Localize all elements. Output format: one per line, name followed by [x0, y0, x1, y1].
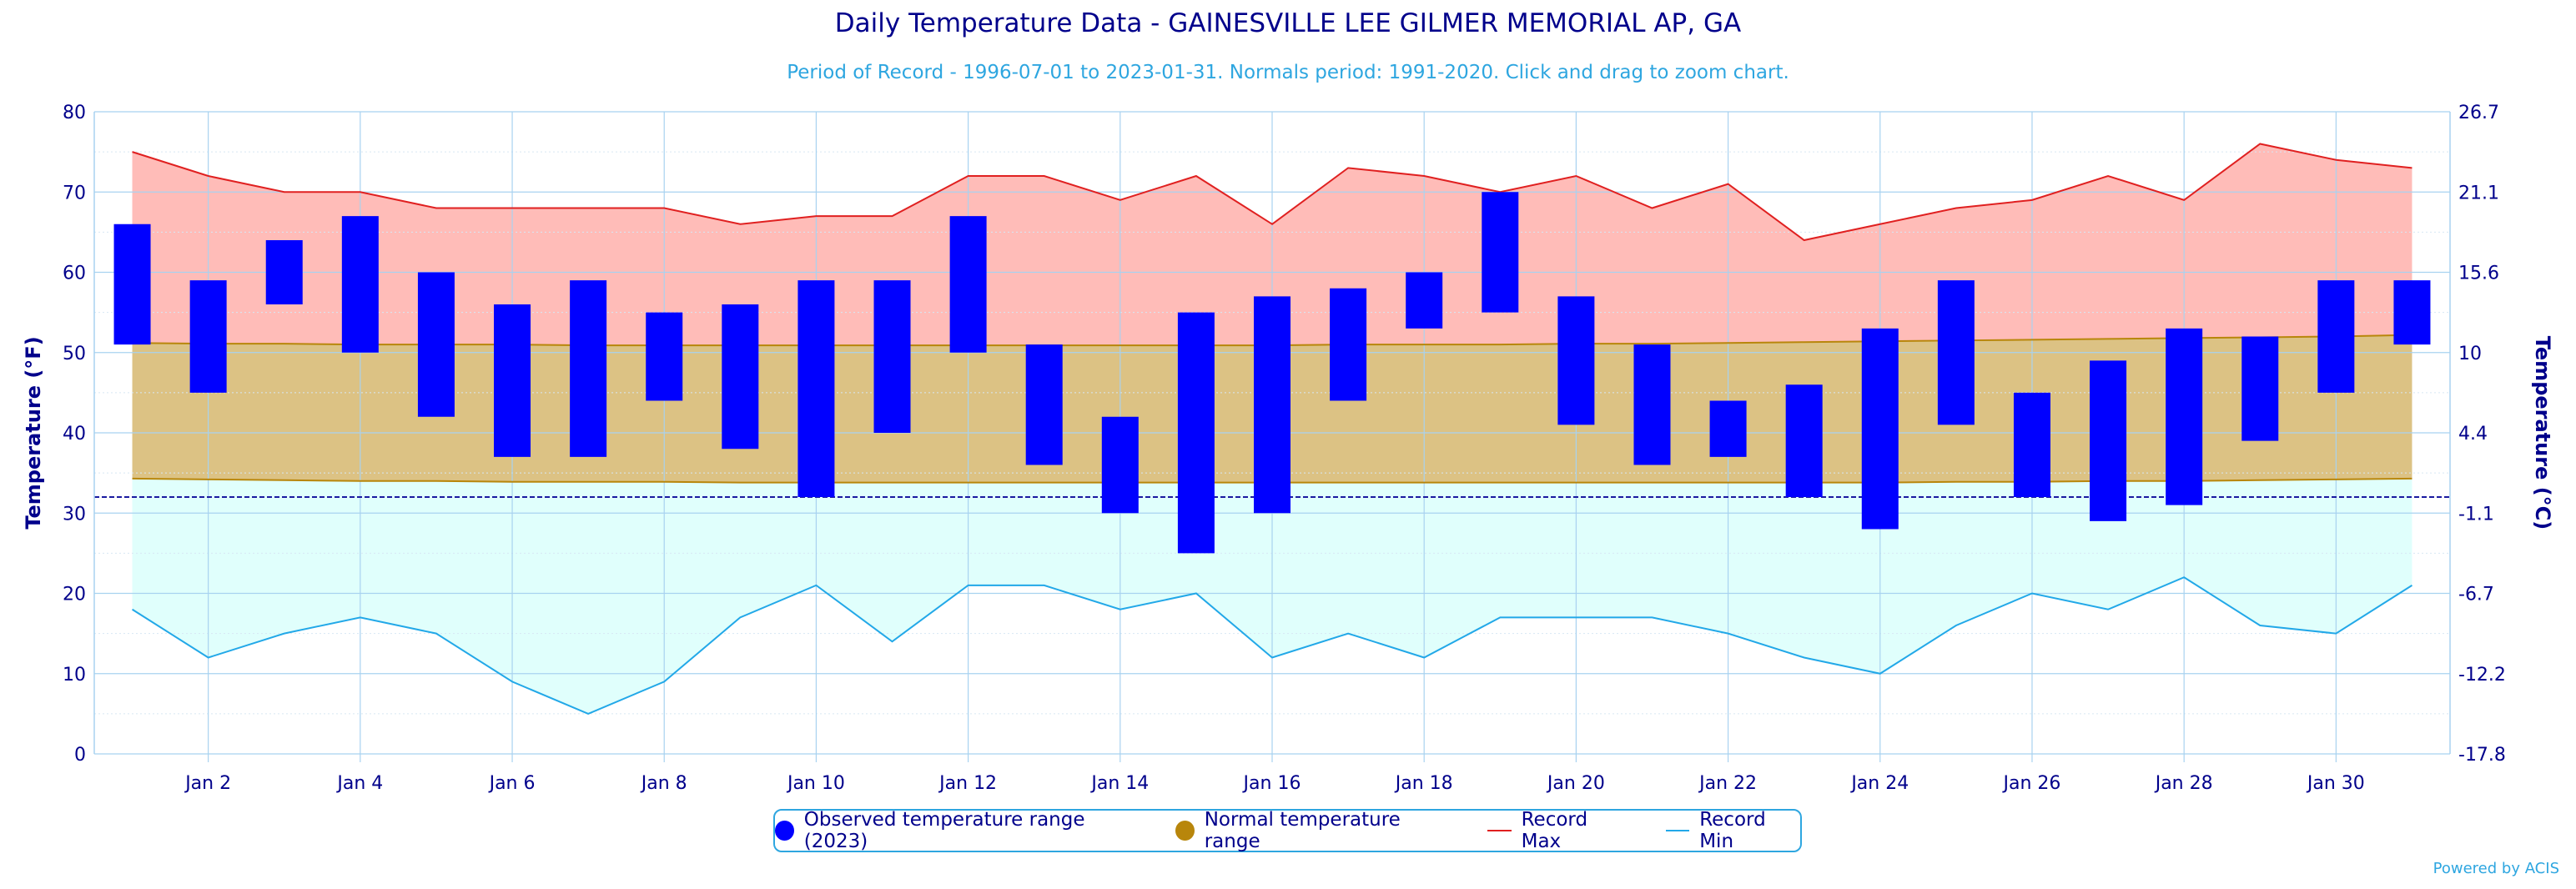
observed-bar[interactable] — [2393, 280, 2431, 345]
observed-bar[interactable] — [570, 280, 607, 457]
observed-bar[interactable] — [1025, 344, 1063, 465]
legend-label-normal: Normal temperature range — [1204, 809, 1401, 852]
observed-bar[interactable] — [646, 312, 683, 401]
y-tick-label: 70 — [63, 183, 86, 203]
observed-bar[interactable] — [2166, 328, 2203, 505]
x-tick-label: Jan 28 — [2154, 773, 2213, 794]
x-tick-label: Jan 14 — [1089, 773, 1149, 794]
record-min-line[interactable] — [132, 576, 2412, 715]
y-tick-label: 30 — [63, 504, 86, 525]
observed-bar[interactable] — [873, 280, 911, 433]
y2-tick-label: 21.1 — [2458, 183, 2499, 203]
y2-tick-label: 26.7 — [2458, 103, 2499, 123]
x-tick-label: Jan 4 — [335, 773, 383, 794]
observed-bar[interactable] — [1177, 312, 1215, 554]
observed-bar[interactable] — [1330, 288, 1367, 401]
y2-tick-label: 10 — [2458, 344, 2482, 364]
record-min-legend-icon — [1665, 830, 1690, 831]
legend-item-observed[interactable]: Observed temperature range (2023) — [775, 809, 1137, 852]
observed-legend-icon — [775, 821, 794, 841]
observed-bar[interactable] — [1937, 280, 1975, 425]
y2-tick-label: -12.2 — [2458, 665, 2506, 686]
legend-label-record-min: Record Min — [1699, 809, 1766, 852]
observed-bar[interactable] — [1861, 328, 1899, 530]
record-max-legend-icon — [1487, 830, 1512, 831]
observed-bar[interactable] — [113, 224, 151, 345]
x-tick-label: Jan 16 — [1242, 773, 1301, 794]
y2-tick-label: 15.6 — [2458, 264, 2499, 284]
observed-bar[interactable] — [949, 216, 987, 353]
record-max-line[interactable] — [132, 143, 2412, 242]
y2-tick-label: -1.1 — [2458, 504, 2494, 525]
observed-bar[interactable] — [1785, 384, 1823, 497]
y2-axis-title: Temperature (°C) — [2531, 336, 2554, 530]
x-tick-label: Jan 18 — [1394, 773, 1453, 794]
chart-subtitle: Period of Record - 1996-07-01 to 2023-01… — [787, 62, 1789, 83]
y2-tick-label: -6.7 — [2458, 585, 2494, 605]
observed-bar[interactable] — [1633, 344, 1671, 465]
y-tick-label: 50 — [63, 344, 86, 364]
x-tick-label: Jan 30 — [2306, 773, 2365, 794]
powered-by-credit[interactable]: Powered by ACIS — [2433, 860, 2559, 877]
y-tick-label: 80 — [63, 103, 86, 123]
y-tick-label: 10 — [63, 665, 86, 686]
legend-item-record-min[interactable]: Record Min — [1665, 809, 1800, 852]
normal-legend-icon — [1175, 821, 1195, 841]
legend-label-observed: Observed temperature range (2023) — [803, 809, 1085, 852]
x-tick-label: Jan 6 — [488, 773, 536, 794]
x-tick-label: Jan 12 — [938, 773, 997, 794]
x-tick-label: Jan 10 — [786, 773, 845, 794]
chart-legend: Observed temperature range (2023) Normal… — [773, 809, 1802, 852]
observed-bar[interactable] — [722, 304, 759, 450]
observed-bar[interactable] — [189, 280, 227, 393]
observed-bar[interactable] — [1709, 400, 1747, 457]
legend-item-record-max[interactable]: Record Max — [1487, 809, 1628, 852]
observed-bar[interactable] — [2317, 280, 2355, 393]
chart-title: Daily Temperature Data - GAINESVILLE LEE… — [834, 8, 1742, 38]
y-tick-label: 60 — [63, 264, 86, 284]
x-tick-label: Jan 26 — [2002, 773, 2061, 794]
x-tick-label: Jan 22 — [1698, 773, 1757, 794]
observed-bar[interactable] — [1101, 416, 1139, 514]
y2-tick-label: -17.8 — [2458, 745, 2506, 766]
observed-bar[interactable] — [797, 280, 835, 497]
observed-bar[interactable] — [2090, 360, 2127, 521]
observed-bar[interactable] — [2013, 392, 2050, 497]
y2-tick-label: 4.4 — [2458, 424, 2488, 444]
observed-bar[interactable] — [265, 240, 303, 304]
observed-bar[interactable] — [494, 304, 531, 457]
observed-bar[interactable] — [341, 216, 379, 353]
x-tick-label: Jan 8 — [640, 773, 687, 794]
observed-bar[interactable] — [1254, 296, 1291, 514]
legend-label-record-max: Record Max — [1521, 809, 1588, 852]
y-tick-label: 0 — [74, 745, 86, 766]
x-tick-label: Jan 2 — [184, 773, 231, 794]
x-tick-label: Jan 20 — [1546, 773, 1605, 794]
y-tick-label: 40 — [63, 424, 86, 444]
observed-bar[interactable] — [2241, 336, 2279, 441]
legend-item-normal[interactable]: Normal temperature range — [1175, 809, 1449, 852]
y-tick-label: 20 — [63, 585, 86, 605]
x-tick-label: Jan 24 — [1849, 773, 1909, 794]
observed-bar[interactable] — [1557, 296, 1595, 425]
observed-bar[interactable] — [1406, 272, 1443, 329]
observed-bar[interactable] — [1482, 192, 1519, 313]
y-axis-title: Temperature (°F) — [22, 336, 45, 529]
observed-bar[interactable] — [417, 272, 455, 417]
temperature-chart[interactable]: 0 10 20 30 40 50 60 70 80 -17.8 -12.2 -6.7 -1.1 4.4 10… — [0, 0, 2576, 801]
